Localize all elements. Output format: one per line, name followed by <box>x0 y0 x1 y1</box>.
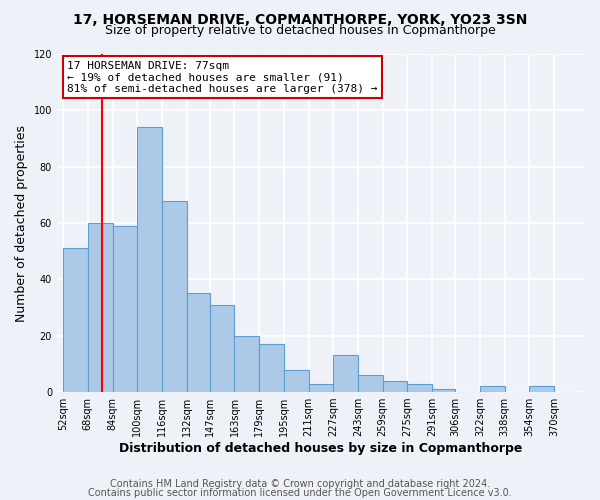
Bar <box>407 384 432 392</box>
Bar <box>137 128 162 392</box>
Bar <box>88 223 113 392</box>
Text: Size of property relative to detached houses in Copmanthorpe: Size of property relative to detached ho… <box>104 24 496 37</box>
Bar <box>235 336 259 392</box>
Bar <box>308 384 334 392</box>
Bar <box>432 390 455 392</box>
X-axis label: Distribution of detached houses by size in Copmanthorpe: Distribution of detached houses by size … <box>119 442 523 455</box>
Bar <box>162 200 187 392</box>
Text: 17 HORSEMAN DRIVE: 77sqm
← 19% of detached houses are smaller (91)
81% of semi-d: 17 HORSEMAN DRIVE: 77sqm ← 19% of detach… <box>67 61 378 94</box>
Text: 17, HORSEMAN DRIVE, COPMANTHORPE, YORK, YO23 3SN: 17, HORSEMAN DRIVE, COPMANTHORPE, YORK, … <box>73 12 527 26</box>
Bar <box>210 304 235 392</box>
Bar <box>63 248 88 392</box>
Text: Contains public sector information licensed under the Open Government Licence v3: Contains public sector information licen… <box>88 488 512 498</box>
Bar <box>334 356 358 392</box>
Bar <box>383 381 407 392</box>
Y-axis label: Number of detached properties: Number of detached properties <box>15 124 28 322</box>
Bar <box>284 370 308 392</box>
Bar <box>358 375 383 392</box>
Bar <box>259 344 284 392</box>
Text: Contains HM Land Registry data © Crown copyright and database right 2024.: Contains HM Land Registry data © Crown c… <box>110 479 490 489</box>
Bar <box>187 294 210 392</box>
Bar <box>480 386 505 392</box>
Bar <box>113 226 137 392</box>
Bar <box>529 386 554 392</box>
